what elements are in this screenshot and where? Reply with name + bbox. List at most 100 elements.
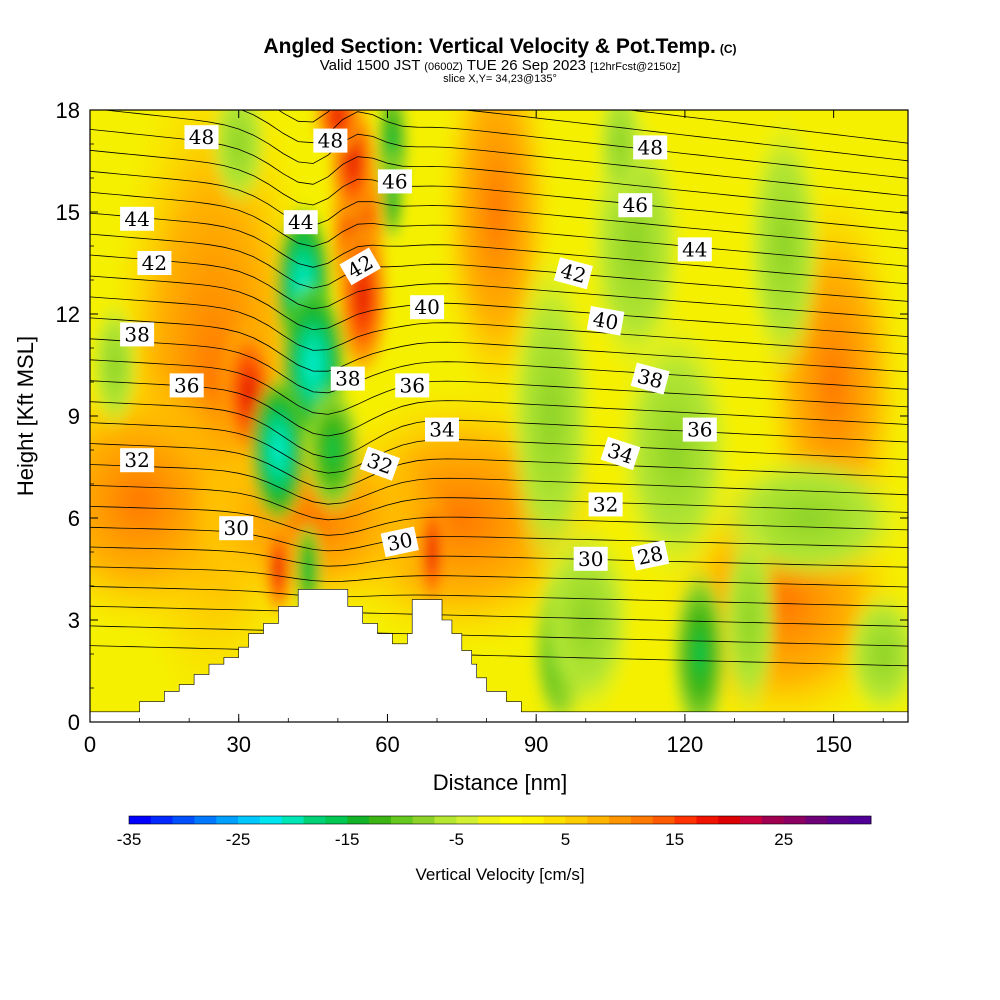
isentrope — [90, 443, 908, 490]
colorbar-frame — [128, 815, 872, 825]
isentrope — [626, 110, 908, 144]
theta-label-text: 38 — [335, 367, 360, 391]
colorbar-swatch — [129, 816, 152, 824]
theta-label: 40 — [410, 295, 445, 320]
y-tick-label: 0 — [68, 710, 80, 735]
theta-label-text: 36 — [174, 373, 199, 397]
colorbar-swatch — [543, 816, 566, 824]
isentrope — [90, 625, 908, 647]
isentrope — [90, 546, 908, 568]
theta-label-text: 44 — [288, 210, 313, 234]
colorbar-swatch — [827, 816, 850, 824]
colorbar-swatch — [805, 816, 828, 824]
theta-label: 48 — [633, 135, 668, 160]
isentrope — [90, 464, 908, 505]
isentrope — [90, 296, 908, 355]
isentrope — [90, 149, 908, 232]
theta-label-text: 30 — [578, 547, 603, 571]
velocity-patch — [335, 212, 390, 382]
theta-label: 38 — [120, 322, 155, 347]
theta-label-text: 46 — [382, 169, 407, 193]
isentrope — [90, 401, 908, 459]
colorbar-swatch — [303, 816, 326, 824]
velocity-patch — [303, 382, 363, 518]
colorbar-swatch — [609, 816, 632, 824]
theta-label: 34 — [425, 417, 459, 442]
colorbar-swatch — [172, 816, 195, 824]
theta-label: 30 — [380, 526, 419, 558]
colorbar-tick-label: -15 — [335, 830, 360, 849]
terrain — [90, 589, 908, 722]
theta-label-text: 48 — [189, 125, 214, 149]
colorbar-swatch — [390, 816, 414, 824]
theta-label: 28 — [631, 540, 670, 571]
isentrope — [90, 254, 908, 320]
theta-label: 32 — [120, 448, 155, 473]
y-tick-label: 9 — [68, 404, 80, 429]
velocity-patch — [248, 375, 309, 525]
colorbar-swatch — [500, 816, 523, 824]
colorbar-swatch — [281, 816, 304, 824]
theta-label: 42 — [137, 251, 172, 275]
y-tick-label: 12 — [56, 302, 80, 327]
theta-label: 40 — [586, 306, 625, 336]
colorbar-swatch — [761, 816, 785, 824]
theta-label-text: 34 — [429, 418, 454, 442]
slice-info: slice X,Y= 34,23@135° — [443, 73, 557, 85]
colorbar-swatch — [652, 816, 675, 824]
y-tick-label: 18 — [56, 98, 80, 123]
theta-label: 44 — [677, 237, 712, 262]
colorbar-swatch — [849, 816, 872, 824]
colorbar-swatch — [434, 816, 457, 824]
colorbar-swatch — [565, 816, 588, 824]
isentrope — [90, 380, 908, 437]
isentrope — [90, 317, 908, 373]
velocity-patch — [744, 110, 824, 382]
theta-label-text: 30 — [223, 516, 248, 540]
colorbar-swatch — [259, 816, 283, 824]
isentrope — [90, 212, 908, 285]
theta-label: 46 — [618, 193, 653, 218]
isentrope — [90, 485, 908, 521]
colorbar-tick-label: 15 — [665, 830, 684, 849]
colorbar-tick-label: -5 — [449, 830, 464, 849]
chart-header: Angled Section: Vertical Velocity & Pot.… — [0, 36, 1000, 85]
isentrope — [90, 422, 908, 474]
colorbar-tick-label: -25 — [226, 830, 251, 849]
colorbar-swatch — [718, 816, 741, 824]
isentrope — [90, 129, 908, 214]
theta-label: 48 — [184, 125, 219, 150]
theta-label: 36 — [169, 373, 204, 398]
colorbar-swatch — [412, 816, 435, 824]
theta-label-text: 28 — [635, 541, 665, 570]
velocity-patch — [380, 144, 405, 246]
theta-label-text: 32 — [124, 448, 149, 472]
theta-label: 30 — [219, 516, 254, 541]
theta-label: 32 — [588, 492, 623, 517]
theta-label-text: 44 — [124, 207, 149, 231]
valid-time: Valid 1500 JST (0600Z) TUE 26 Sep 2023 [… — [319, 57, 681, 74]
velocity-patch — [263, 518, 294, 620]
colorbar-swatch — [347, 816, 370, 824]
theta-label-text: 32 — [593, 492, 618, 516]
isentrope — [90, 566, 908, 588]
isentrope — [277, 110, 908, 162]
colorbar-swatch — [478, 816, 501, 824]
y-tick-label: 15 — [56, 200, 80, 225]
isentrope — [90, 605, 908, 627]
colorbar-swatch — [325, 816, 348, 824]
theta-label-text: 30 — [385, 527, 415, 556]
theta-label: 38 — [330, 366, 365, 391]
isentrope — [90, 506, 908, 536]
x-tick-label: 0 — [84, 732, 96, 757]
isentrope — [90, 645, 908, 667]
velocity-patch — [90, 297, 140, 433]
y-axis-label: Height [Kft MSL] — [13, 336, 38, 496]
colorbar-tick-label: -35 — [117, 830, 142, 849]
theta-label: 46 — [377, 169, 412, 194]
y-tick-label: 6 — [68, 506, 80, 531]
x-tick-label: 30 — [226, 732, 250, 757]
